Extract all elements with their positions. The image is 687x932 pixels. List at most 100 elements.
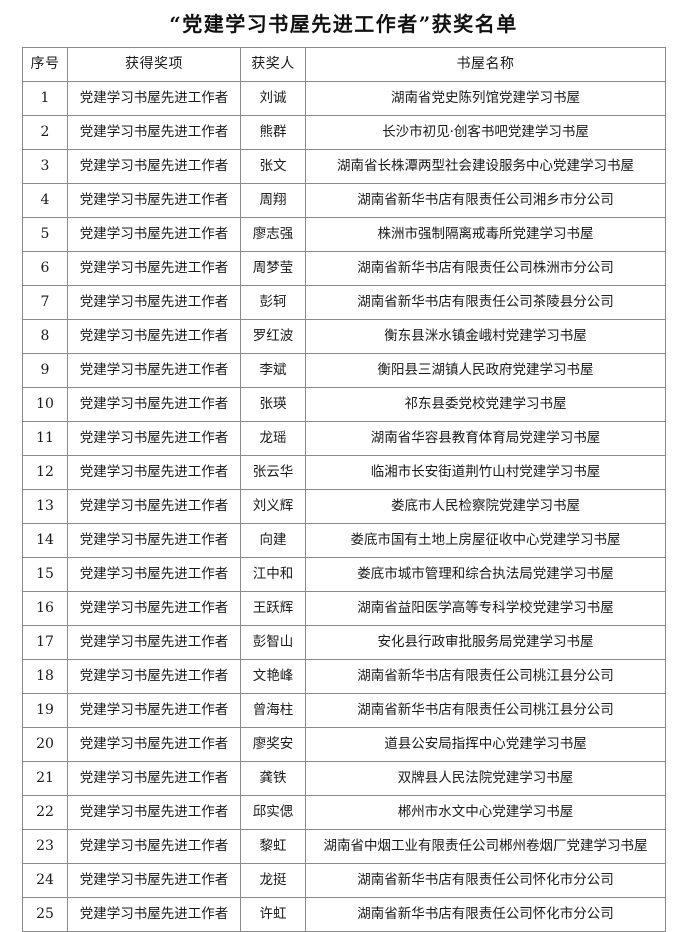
table-row: 13 党建学习书屋先进工作者 刘义辉 娄底市人民检察院党建学习书屋 xyxy=(22,489,666,524)
cell-award: 党建学习书屋先进工作者 xyxy=(67,421,241,456)
award-table-container: 序号 获得奖项 获奖人 书屋名称 1 党建学习书屋先进工作者 刘诚 湖南省党史陈列馆党建学习… xyxy=(22,47,666,932)
table-row: 3 党建学习书屋先进工作者 张文 湖南省长株潭两型社会建设服务中心党建学习书屋 xyxy=(22,149,666,184)
column-header-room: 书屋名称 xyxy=(305,47,666,82)
cell-index: 21 xyxy=(22,761,68,796)
cell-award: 党建学习书屋先进工作者 xyxy=(67,251,241,286)
cell-index: 14 xyxy=(22,523,68,558)
cell-person: 刘义辉 xyxy=(240,489,306,524)
cell-person: 文艳峰 xyxy=(240,659,306,694)
cell-person: 周翔 xyxy=(240,183,306,218)
cell-award: 党建学习书屋先进工作者 xyxy=(67,591,241,626)
table-row: 4 党建学习书屋先进工作者 周翔 湖南省新华书店有限责任公司湘乡市分公司 xyxy=(22,183,666,218)
cell-room: 湖南省新华书店有限责任公司桃江县分公司 xyxy=(305,693,666,728)
cell-room: 安化县行政审批服务局党建学习书屋 xyxy=(305,625,666,660)
page-title: “党建学习书屋先进工作者”获奖名单 xyxy=(169,12,518,36)
cell-award: 党建学习书屋先进工作者 xyxy=(67,625,241,660)
cell-index: 16 xyxy=(22,591,68,626)
cell-index: 22 xyxy=(22,795,68,830)
cell-award: 党建学习书屋先进工作者 xyxy=(67,727,241,762)
cell-person: 张瑛 xyxy=(240,387,306,422)
award-table: 序号 获得奖项 获奖人 书屋名称 1 党建学习书屋先进工作者 刘诚 湖南省党史陈列馆党建学习… xyxy=(22,47,666,932)
cell-index: 4 xyxy=(22,183,68,218)
table-body: 1 党建学习书屋先进工作者 刘诚 湖南省党史陈列馆党建学习书屋 2 党建学习书屋先进工作者… xyxy=(22,81,666,932)
table-row: 23 党建学习书屋先进工作者 黎虹 湖南省中烟工业有限责任公司郴州卷烟厂党建学习书屋 xyxy=(22,829,666,864)
cell-person: 邱实偲 xyxy=(240,795,306,830)
cell-award: 党建学习书屋先进工作者 xyxy=(67,81,241,116)
table-row: 20 党建学习书屋先进工作者 廖奖安 道县公安局指挥中心党建学习书屋 xyxy=(22,727,666,762)
cell-room: 衡东县洣水镇金峨村党建学习书屋 xyxy=(305,319,666,354)
table-row: 22 党建学习书屋先进工作者 邱实偲 郴州市水文中心党建学习书屋 xyxy=(22,795,666,830)
cell-award: 党建学习书屋先进工作者 xyxy=(67,319,241,354)
cell-person: 张文 xyxy=(240,149,306,184)
cell-award: 党建学习书屋先进工作者 xyxy=(67,149,241,184)
cell-index: 17 xyxy=(22,625,68,660)
cell-index: 8 xyxy=(22,319,68,354)
column-header-person: 获奖人 xyxy=(240,47,306,82)
cell-award: 党建学习书屋先进工作者 xyxy=(67,557,241,592)
cell-index: 20 xyxy=(22,727,68,762)
table-row: 1 党建学习书屋先进工作者 刘诚 湖南省党史陈列馆党建学习书屋 xyxy=(22,81,666,116)
cell-room: 娄底市城市管理和综合执法局党建学习书屋 xyxy=(305,557,666,592)
cell-index: 6 xyxy=(22,251,68,286)
cell-room: 湖南省新华书店有限责任公司株洲市分公司 xyxy=(305,251,666,286)
cell-index: 2 xyxy=(22,115,68,150)
cell-index: 12 xyxy=(22,455,68,490)
cell-award: 党建学习书屋先进工作者 xyxy=(67,489,241,524)
cell-person: 龙瑶 xyxy=(240,421,306,456)
cell-person: 熊群 xyxy=(240,115,306,150)
cell-room: 临湘市长安街道荆竹山村党建学习书屋 xyxy=(305,455,666,490)
cell-award: 党建学习书屋先进工作者 xyxy=(67,795,241,830)
cell-room: 娄底市人民检察院党建学习书屋 xyxy=(305,489,666,524)
cell-index: 13 xyxy=(22,489,68,524)
table-row: 11 党建学习书屋先进工作者 龙瑶 湖南省华容县教育体育局党建学习书屋 xyxy=(22,421,666,456)
cell-index: 11 xyxy=(22,421,68,456)
table-row: 14 党建学习书屋先进工作者 向建 娄底市国有土地上房屋征收中心党建学习书屋 xyxy=(22,523,666,558)
cell-award: 党建学习书屋先进工作者 xyxy=(67,353,241,388)
cell-room: 湖南省新华书店有限责任公司桃江县分公司 xyxy=(305,659,666,694)
table-row: 12 党建学习书屋先进工作者 张云华 临湘市长安街道荆竹山村党建学习书屋 xyxy=(22,455,666,490)
table-row: 18 党建学习书屋先进工作者 文艳峰 湖南省新华书店有限责任公司桃江县分公司 xyxy=(22,659,666,694)
cell-room: 湖南省新华书店有限责任公司怀化市分公司 xyxy=(305,863,666,898)
cell-index: 24 xyxy=(22,863,68,898)
table-row: 19 党建学习书屋先进工作者 曾海柱 湖南省新华书店有限责任公司桃江县分公司 xyxy=(22,693,666,728)
table-row: 17 党建学习书屋先进工作者 彭智山 安化县行政审批服务局党建学习书屋 xyxy=(22,625,666,660)
cell-award: 党建学习书屋先进工作者 xyxy=(67,115,241,150)
cell-index: 1 xyxy=(22,81,68,116)
cell-person: 张云华 xyxy=(240,455,306,490)
table-row: 21 党建学习书屋先进工作者 龚铁 双牌县人民法院党建学习书屋 xyxy=(22,761,666,796)
cell-person: 彭智山 xyxy=(240,625,306,660)
cell-room: 湖南省中烟工业有限责任公司郴州卷烟厂党建学习书屋 xyxy=(305,829,666,864)
cell-award: 党建学习书屋先进工作者 xyxy=(67,523,241,558)
cell-room: 双牌县人民法院党建学习书屋 xyxy=(305,761,666,796)
cell-room: 郴州市水文中心党建学习书屋 xyxy=(305,795,666,830)
cell-person: 王跃辉 xyxy=(240,591,306,626)
cell-room: 湖南省长株潭两型社会建设服务中心党建学习书屋 xyxy=(305,149,666,184)
cell-index: 5 xyxy=(22,217,68,252)
cell-person: 向建 xyxy=(240,523,306,558)
table-row: 7 党建学习书屋先进工作者 彭轲 湖南省新华书店有限责任公司茶陵县分公司 xyxy=(22,285,666,320)
cell-room: 湖南省新华书店有限责任公司湘乡市分公司 xyxy=(305,183,666,218)
cell-room: 娄底市国有土地上房屋征收中心党建学习书屋 xyxy=(305,523,666,558)
cell-room: 湖南省党史陈列馆党建学习书屋 xyxy=(305,81,666,116)
cell-person: 廖奖安 xyxy=(240,727,306,762)
cell-room: 衡阳县三湖镇人民政府党建学习书屋 xyxy=(305,353,666,388)
cell-person: 周梦莹 xyxy=(240,251,306,286)
cell-room: 湖南省益阳医学高等专科学校党建学习书屋 xyxy=(305,591,666,626)
table-header: 序号 获得奖项 获奖人 书屋名称 xyxy=(22,47,666,82)
cell-index: 19 xyxy=(22,693,68,728)
cell-person: 罗红波 xyxy=(240,319,306,354)
cell-award: 党建学习书屋先进工作者 xyxy=(67,693,241,728)
cell-award: 党建学习书屋先进工作者 xyxy=(67,217,241,252)
cell-room: 道县公安局指挥中心党建学习书屋 xyxy=(305,727,666,762)
cell-award: 党建学习书屋先进工作者 xyxy=(67,285,241,320)
cell-award: 党建学习书屋先进工作者 xyxy=(67,387,241,422)
table-row: 6 党建学习书屋先进工作者 周梦莹 湖南省新华书店有限责任公司株洲市分公司 xyxy=(22,251,666,286)
cell-award: 党建学习书屋先进工作者 xyxy=(67,761,241,796)
cell-person: 李斌 xyxy=(240,353,306,388)
table-row: 9 党建学习书屋先进工作者 李斌 衡阳县三湖镇人民政府党建学习书屋 xyxy=(22,353,666,388)
cell-index: 23 xyxy=(22,829,68,864)
cell-person: 曾海柱 xyxy=(240,693,306,728)
table-row: 8 党建学习书屋先进工作者 罗红波 衡东县洣水镇金峨村党建学习书屋 xyxy=(22,319,666,354)
cell-index: 18 xyxy=(22,659,68,694)
